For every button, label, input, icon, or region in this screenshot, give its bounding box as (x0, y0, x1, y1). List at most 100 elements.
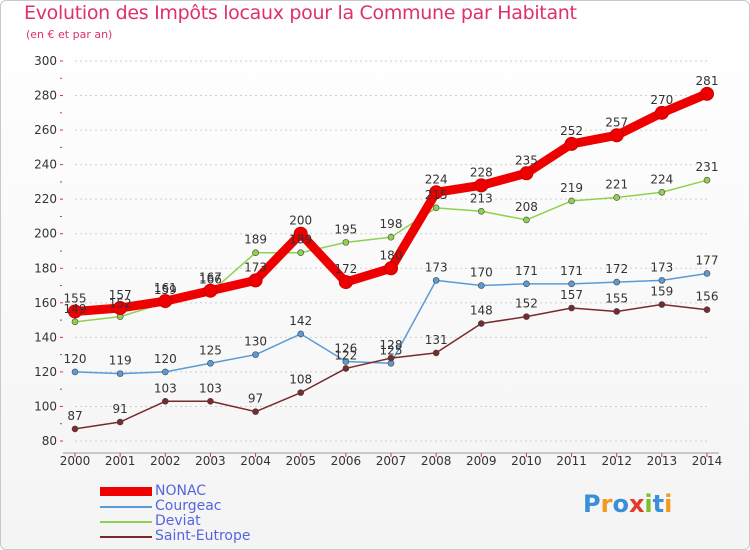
data-point (658, 301, 666, 308)
data-point (342, 358, 350, 365)
chart-title: Evolution des Impôts locaux pour la Comm… (24, 2, 577, 24)
data-label: 156 (696, 290, 719, 304)
logo-letter: i (664, 490, 673, 518)
data-point (252, 351, 259, 358)
data-point (474, 178, 489, 193)
data-label: 155 (605, 291, 628, 305)
data-label: 159 (650, 285, 673, 299)
y-tick-label: 260 (34, 123, 57, 137)
data-point (432, 349, 440, 357)
x-tick-label: 2011 (556, 454, 587, 468)
data-point (519, 166, 534, 181)
data-point (71, 318, 79, 326)
y-tick-label: 180 (34, 261, 57, 275)
data-label: 120 (64, 352, 87, 366)
data-label: 180 (380, 248, 403, 262)
data-label: 97 (248, 392, 263, 406)
data-point (613, 278, 621, 286)
data-point (703, 306, 711, 314)
y-tick-label: 100 (34, 399, 57, 413)
x-tick-label: 2008 (421, 454, 452, 468)
data-point (387, 233, 395, 241)
data-label: 208 (515, 200, 538, 214)
data-label: 173 (425, 260, 448, 274)
data-label: 125 (199, 343, 222, 357)
legend: NONAC Courgeac Deviat Saint-Eutrope (100, 483, 320, 544)
x-tick-label: 2006 (331, 454, 362, 468)
data-label: 142 (289, 314, 312, 328)
data-point (477, 320, 485, 327)
data-label: 200 (289, 214, 312, 228)
data-label: 172 (605, 262, 628, 276)
legend-item: Saint-Eutrope (100, 528, 320, 544)
data-label: 231 (696, 160, 719, 174)
y-tick-label: 160 (34, 296, 57, 310)
data-label: 228 (470, 165, 493, 179)
x-tick-label: 2001 (105, 454, 136, 468)
x-tick-label: 2009 (466, 454, 497, 468)
y-tick-label: 80 (42, 434, 57, 448)
logo-letter: x (628, 490, 645, 518)
data-point (207, 397, 214, 405)
data-point (252, 408, 259, 415)
y-tick-label: 220 (34, 192, 57, 206)
grid-lines (75, 60, 707, 442)
y-tick-label: 200 (34, 227, 57, 241)
data-label: 152 (109, 297, 132, 311)
data-label: 235 (515, 153, 538, 167)
data-point (113, 301, 128, 315)
data-point (568, 280, 575, 288)
legend-label: Deviat (155, 513, 201, 529)
data-label: 177 (696, 253, 719, 267)
data-label: 125 (380, 343, 403, 357)
data-point (568, 304, 575, 312)
data-point (293, 226, 308, 241)
data-point (564, 136, 579, 151)
data-label: 219 (560, 181, 583, 195)
data-label: 119 (109, 354, 132, 368)
data-point (207, 359, 214, 367)
data-point (658, 188, 666, 196)
legend-swatch (100, 536, 152, 538)
legend-item: Deviat (100, 513, 320, 529)
data-label: 224 (425, 172, 448, 186)
data-point (116, 418, 124, 426)
legend-item: Courgeac (100, 498, 320, 514)
logo-letter: i (644, 490, 653, 518)
data-label: 148 (470, 304, 493, 318)
data-point (568, 197, 575, 205)
y-tick-label: 140 (34, 330, 57, 344)
data-point (700, 86, 714, 101)
series-group (68, 86, 714, 433)
data-label: 170 (470, 266, 493, 280)
data-point (429, 185, 444, 200)
data-label: 173 (244, 260, 267, 274)
data-label: 152 (515, 297, 538, 311)
data-point (654, 105, 669, 120)
data-point (338, 275, 353, 290)
logo-letter: o (612, 490, 629, 518)
data-label: 167 (199, 271, 222, 285)
legend-label: NONAC (155, 483, 207, 499)
data-point (523, 280, 530, 288)
data-point (384, 261, 398, 276)
y-tick-label: 300 (34, 54, 57, 68)
logo-letter: P (583, 490, 601, 518)
data-point (342, 365, 350, 372)
y-tick-label: 120 (34, 365, 57, 379)
data-label: 224 (650, 172, 673, 186)
y-tick-label: 280 (34, 89, 57, 103)
data-point (297, 249, 305, 257)
data-point (609, 128, 624, 143)
data-label: 221 (605, 177, 628, 191)
x-tick-label: 2007 (376, 454, 407, 468)
data-label: 171 (560, 264, 583, 278)
data-label: 215 (425, 188, 448, 202)
legend-item: NONAC (100, 483, 320, 499)
data-label: 270 (650, 93, 673, 107)
data-point (613, 308, 621, 315)
data-label: 91 (113, 402, 128, 416)
data-label: 252 (560, 124, 583, 138)
data-point (387, 354, 395, 362)
